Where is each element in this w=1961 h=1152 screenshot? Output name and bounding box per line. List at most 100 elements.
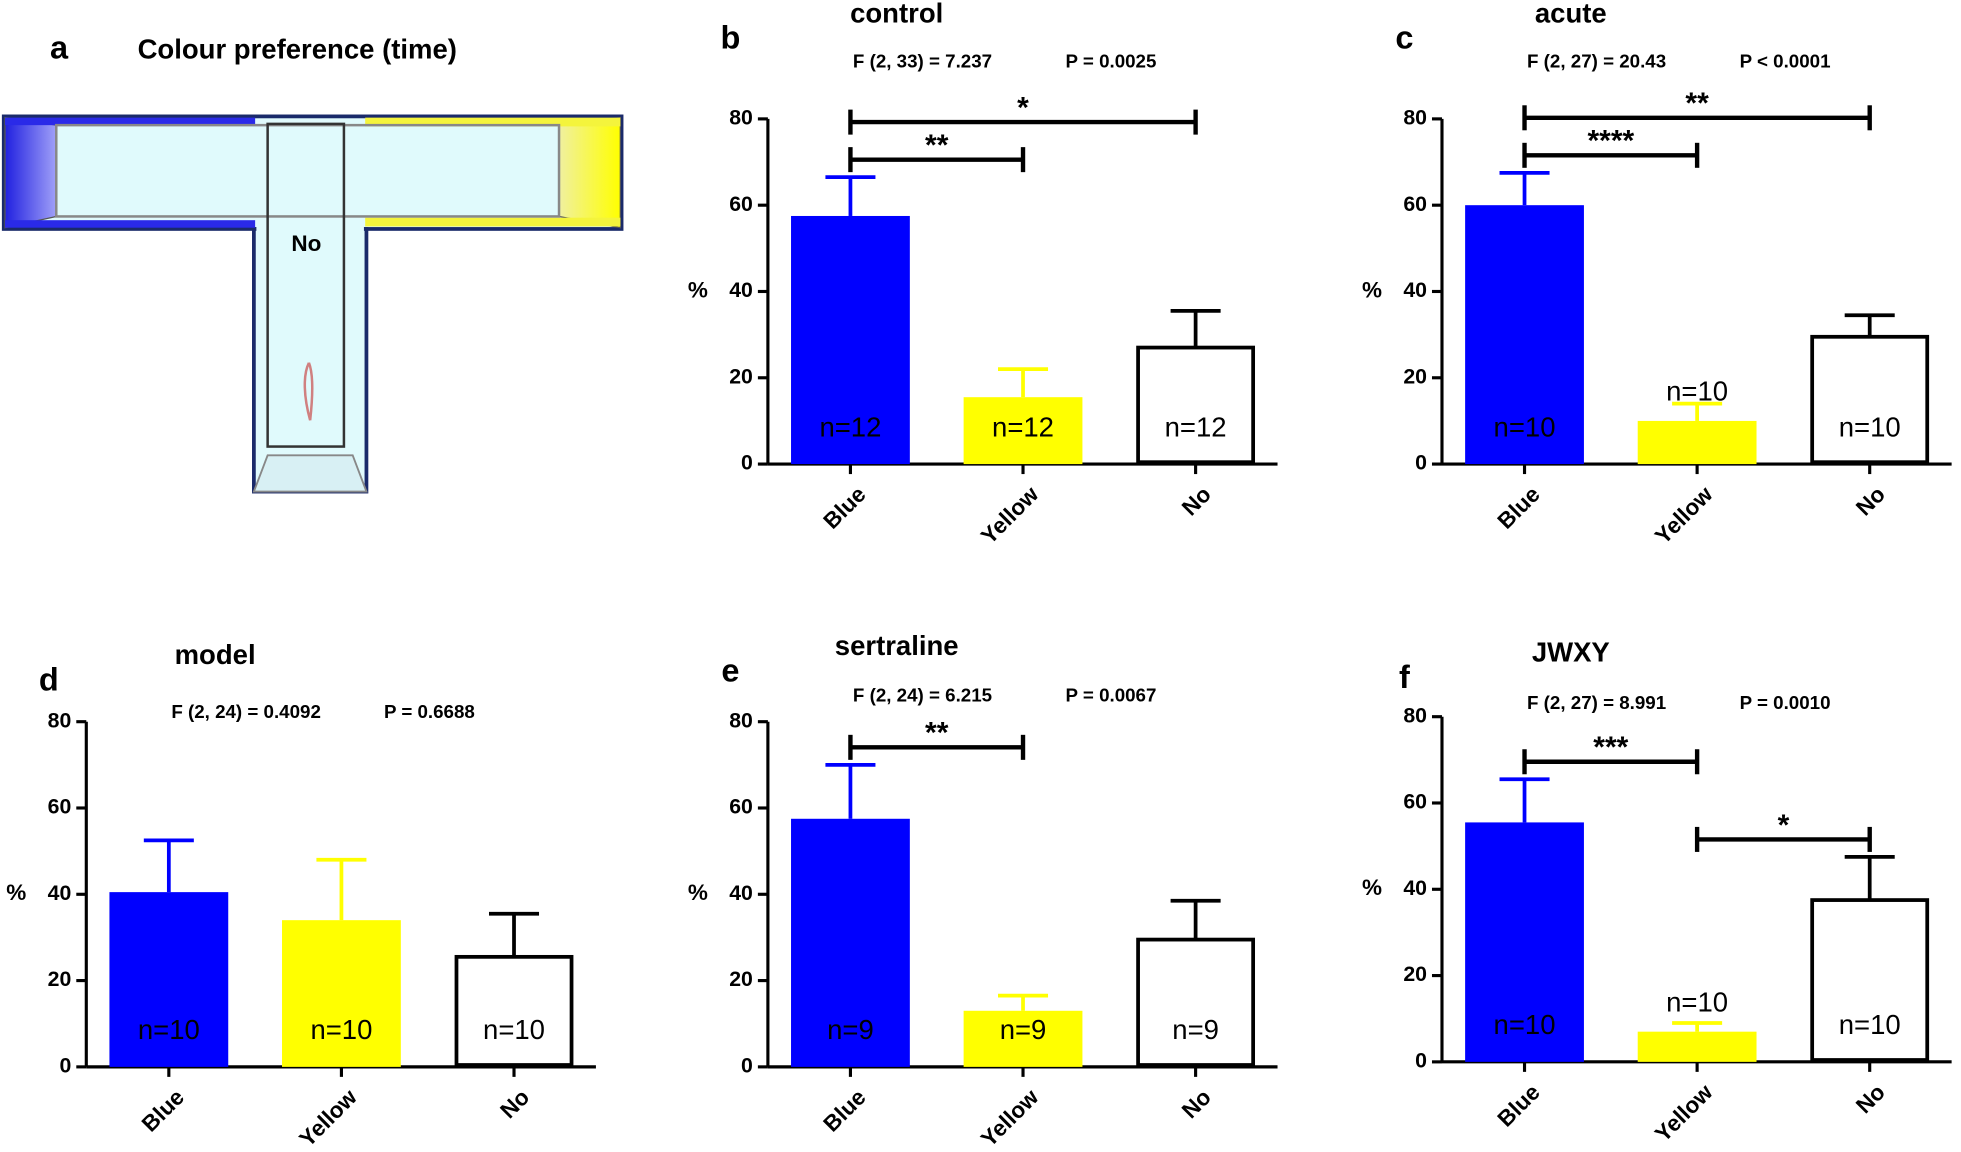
- arm-label: No: [291, 231, 321, 256]
- x-tick-label: Blue: [819, 482, 871, 534]
- panel-label: c: [1395, 20, 1413, 56]
- sample-size: n=12: [992, 411, 1054, 442]
- f-statistic: F (2, 24) = 0.4092: [171, 701, 321, 722]
- panel-label: d: [39, 661, 59, 697]
- y-axis-label: %: [6, 880, 26, 905]
- bar: [1810, 898, 1930, 1062]
- p-value: P = 0.6688: [384, 701, 475, 722]
- bar: [1637, 420, 1757, 465]
- bar-chart: d model F (2, 24) = 0.4092 P = 0.6688% 0 20 40…: [6, 639, 596, 1152]
- y-tick-label: 0: [741, 1053, 753, 1077]
- sample-size: n=12: [1165, 411, 1227, 442]
- panel-label: a: [50, 30, 69, 66]
- y-tick-label: 80: [1403, 106, 1427, 130]
- f-statistic: F (2, 33) = 7.237: [853, 51, 992, 72]
- p-value: P = 0.0025: [1066, 51, 1157, 72]
- x-tick-label: No: [1177, 1084, 1216, 1123]
- x-tick-label: No: [1851, 1079, 1890, 1118]
- x-tick-label: Yellow: [1650, 481, 1718, 549]
- y-tick-label: 40: [729, 278, 753, 302]
- y-tick-label: 40: [729, 881, 753, 905]
- significance-label: **: [925, 717, 949, 750]
- y-tick-label: 80: [48, 708, 72, 732]
- y-tick-label: 60: [729, 192, 753, 216]
- bar: [1637, 1031, 1757, 1062]
- chart-title: JWXY: [1532, 636, 1610, 667]
- x-tick-label: Yellow: [294, 1084, 362, 1152]
- sample-size: n=10: [310, 1014, 372, 1045]
- chart-title: acute: [1535, 0, 1607, 28]
- significance-label: ***: [1593, 731, 1628, 764]
- sample-size: n=12: [819, 411, 881, 442]
- panel-label: f: [1399, 659, 1410, 695]
- y-tick-label: 0: [1415, 1048, 1427, 1072]
- bar: [1136, 345, 1256, 465]
- y-axis-label: %: [688, 277, 708, 302]
- bar: [282, 920, 401, 1067]
- panel-label: b: [720, 20, 740, 56]
- y-tick-label: 20: [1403, 364, 1427, 388]
- x-tick-label: No: [1177, 482, 1216, 521]
- y-tick-label: 60: [48, 795, 72, 819]
- x-tick-label: No: [495, 1084, 534, 1123]
- x-tick-label: Blue: [1493, 482, 1545, 534]
- y-axis-label: %: [1362, 277, 1382, 302]
- sample-size: n=9: [827, 1014, 874, 1045]
- significance-label: *: [1778, 809, 1790, 842]
- panel-label: e: [721, 653, 739, 689]
- y-tick-label: 0: [741, 451, 753, 475]
- x-tick-label: Blue: [1493, 1079, 1545, 1131]
- y-tick-label: 80: [729, 708, 753, 732]
- y-tick-label: 40: [1403, 876, 1427, 900]
- y-tick-label: 20: [1403, 962, 1427, 986]
- y-tick-label: 20: [729, 967, 753, 991]
- y-tick-label: 60: [1403, 192, 1427, 216]
- y-tick-label: 20: [729, 364, 753, 388]
- panel-title: Colour preference (time): [138, 34, 457, 65]
- y-axis-label: %: [688, 880, 708, 905]
- bar: [1465, 205, 1584, 465]
- y-tick-label: 0: [59, 1053, 71, 1077]
- sample-size: n=10: [1494, 1009, 1556, 1040]
- y-axis-label: %: [1362, 875, 1382, 900]
- f-statistic: F (2, 24) = 6.215: [853, 685, 992, 706]
- bar-chart: b control F (2, 33) = 7.237 P = 0.0025% 0 20 4…: [688, 0, 1278, 549]
- y-tick-label: 40: [48, 881, 72, 905]
- sample-size: n=10: [1839, 411, 1901, 442]
- x-tick-label: No: [1851, 482, 1890, 521]
- x-tick-label: Blue: [819, 1084, 871, 1136]
- sample-size: n=10: [1839, 1009, 1901, 1040]
- bar: [791, 818, 910, 1067]
- p-value: P = 0.0067: [1066, 685, 1157, 706]
- bar-chart: c acute F (2, 27) = 20.43 P < 0.0001% 0 20 40 6…: [1362, 0, 1952, 549]
- y-tick-label: 0: [1415, 451, 1427, 475]
- bar: [454, 954, 574, 1067]
- x-tick-label: Yellow: [976, 1084, 1044, 1152]
- f-statistic: F (2, 27) = 20.43: [1527, 51, 1666, 72]
- y-tick-label: 60: [729, 795, 753, 819]
- maze-diagram: a Colour preference (time) No: [1, 30, 624, 494]
- bar-chart: e sertraline F (2, 24) = 6.215 P = 0.0067% 0…: [688, 630, 1278, 1152]
- significance-label: **: [1685, 87, 1709, 120]
- bar: [791, 215, 910, 465]
- chart-title: sertraline: [835, 630, 959, 661]
- sample-size: n=10: [1666, 376, 1728, 407]
- bar-chart: f JWXY F (2, 27) = 8.991 P = 0.0010% 0 20 40 60…: [1362, 636, 1952, 1147]
- y-tick-label: 40: [1403, 278, 1427, 302]
- x-tick-label: Yellow: [976, 481, 1044, 549]
- x-tick-label: Blue: [137, 1084, 189, 1136]
- y-tick-label: 80: [1403, 703, 1427, 727]
- significance-label: **: [925, 129, 949, 162]
- bar: [963, 1010, 1083, 1067]
- chart-title: control: [850, 0, 943, 28]
- p-value: P = 0.0010: [1740, 692, 1831, 713]
- bar: [109, 892, 229, 1067]
- chart-title: model: [175, 639, 256, 670]
- significance-label: *: [1017, 92, 1029, 125]
- sample-size: n=9: [1000, 1014, 1047, 1045]
- sample-size: n=10: [138, 1014, 200, 1045]
- significance-label: ****: [1587, 125, 1634, 158]
- y-tick-label: 60: [1403, 790, 1427, 814]
- bar: [1465, 822, 1584, 1062]
